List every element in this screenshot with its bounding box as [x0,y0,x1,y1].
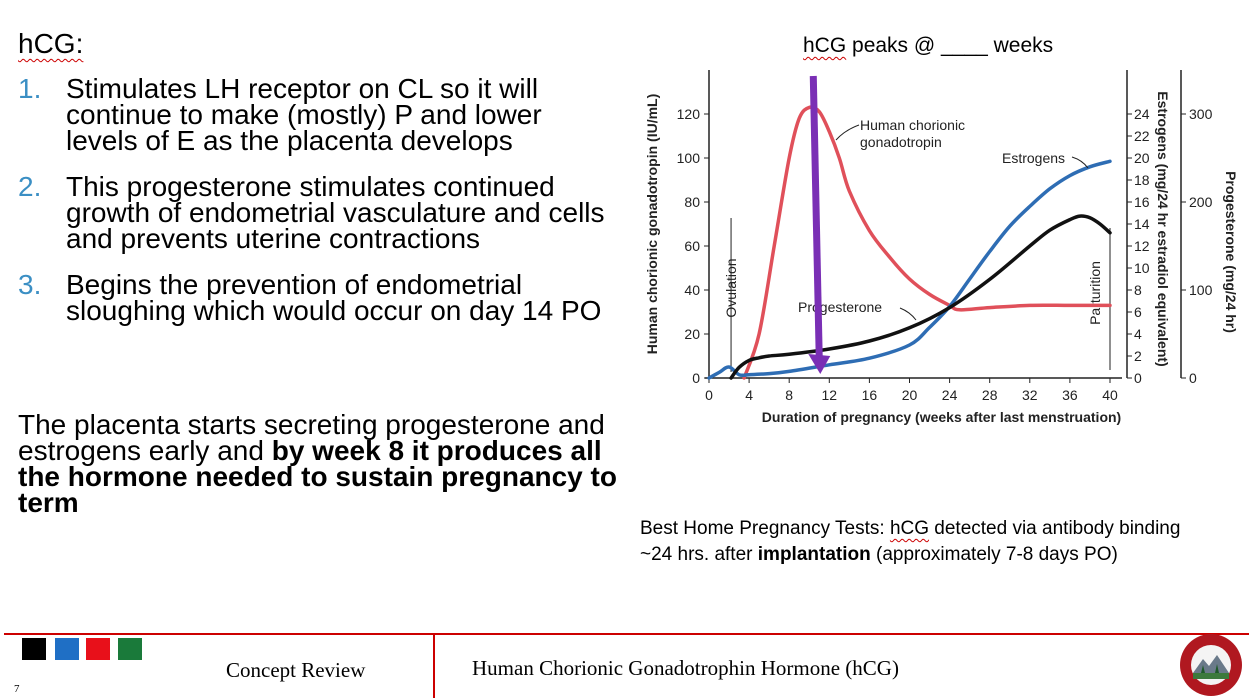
series-line-hcg [742,105,1112,380]
placenta-statement: The placenta starts secreting progestero… [18,409,628,518]
x-tick-label: 24 [942,387,958,403]
peaks-hcg-word: hCG [803,34,847,57]
y-left-tick-label: 80 [684,194,700,210]
y-left-axis-label: Human chorionic gonadotropin (IU/mL) [644,94,660,355]
series-line-progesterone [729,214,1112,380]
list-item: 1. Stimulates LH receptor on CL so it wil… [18,73,618,156]
y-right-tick-label: 0 [1189,370,1197,386]
tests-implantation-word: implantation [757,544,871,565]
list-number: 2. [18,171,42,202]
estrogens-curve-label: Estrogens [1002,150,1065,166]
placenta-plain-text: The placenta starts secreting progestero… [18,409,605,466]
x-tick-label: 16 [862,387,878,403]
peak-arrow-head [808,354,831,374]
color-square-black [22,638,46,660]
pregnancy-test-note: Best Home Pregnancy Tests: hCG detected … [640,516,1240,568]
y-mid-tick-label: 18 [1134,172,1150,188]
y-mid-tick-label: 8 [1134,282,1142,298]
list-text: This progesterone stimulates continued g… [66,171,605,254]
list-text: Begins the prevention of endometrial slo… [66,269,602,326]
university-logo-icon [1180,634,1242,696]
y-mid-tick-label: 10 [1134,260,1150,276]
tests-hcg-word: hCG [889,518,930,539]
peaks-rest-text: peaks @ ____ weeks [846,34,1054,57]
y-mid-tick-label: 6 [1134,304,1142,320]
tests-line-1: Best Home Pregnancy Tests: hCG detected … [640,516,1240,542]
x-tick-label: 40 [1102,387,1118,403]
y-left-tick-label: 100 [677,150,701,166]
ovulation-label: Ovulation [723,258,739,317]
y-mid-tick-label: 2 [1134,348,1142,364]
list-item: 3. Begins the prevention of endometrial s… [18,269,618,326]
hcg-curve-label-line1: Human chorionic [860,117,965,133]
footer-section-label: Concept Review [226,658,366,682]
y-mid-tick-label: 20 [1134,150,1150,166]
y-mid-tick-label: 0 [1134,370,1142,386]
y-left-tick-label: 0 [692,370,700,386]
y-left-tick-label: 60 [684,238,700,254]
y-mid-tick-label: 16 [1134,194,1150,210]
peak-arrow-shaft [809,75,823,361]
list-item: 2. This progesterone stimulates continued… [18,171,618,254]
tests-text: ~24 hrs. after [640,544,758,565]
x-tick-label: 12 [822,387,838,403]
color-square-blue [55,638,79,660]
y-left-tick-label: 120 [677,106,701,122]
y-left-tick-label: 40 [684,282,700,298]
y-mid-tick-label: 12 [1134,238,1150,254]
list-text: Stimulates LH receptor on CL so it will … [66,73,542,156]
placenta-bold-text: by week 8 it produces all the hormone ne… [18,435,617,518]
estrogens-label-leader [1071,156,1089,169]
footer-divider-line [4,633,1249,635]
x-tick-label: 28 [982,387,998,403]
hcg-label-leader [835,124,860,141]
footer-vertical-divider [433,633,435,698]
parturition-label: Parturition [1087,261,1103,325]
y-right-tick-label: 300 [1189,106,1213,122]
list-number: 3. [18,269,42,300]
y-mid-axis-label: Estrogens (mg/24 hr estradiol equivalent… [1155,91,1171,366]
color-square-green [118,638,142,660]
tests-text: detected via antibody binding [929,518,1181,539]
progesterone-label-leader [899,307,917,321]
tests-text: Best Home Pregnancy Tests: [640,518,890,539]
y-right-tick-label: 200 [1189,194,1213,210]
list-number: 1. [18,73,42,104]
x-tick-label: 36 [1062,387,1078,403]
x-tick-label: 8 [785,387,793,403]
hcg-function-list: 1. Stimulates LH receptor on CL so it wil… [18,73,618,344]
y-mid-tick-label: 24 [1134,106,1150,122]
series-line-estrogens [707,159,1112,380]
y-right-tick-label: 100 [1189,282,1213,298]
y-mid-tick-label: 22 [1134,128,1150,144]
y-right-axis-label: Progesterone (mg/24 hr) [1223,171,1239,333]
x-tick-label: 20 [902,387,918,403]
color-square-red [86,638,110,660]
x-tick-label: 0 [705,387,713,403]
y-mid-tick-label: 4 [1134,326,1142,342]
footer-topic-title: Human Chorionic Gonadotrophin Hormone (h… [472,656,899,680]
tests-line-2: ~24 hrs. after implantation (approximate… [640,542,1240,568]
hcg-peaks-question: hCG peaks @ ____ weeks [803,34,1053,58]
hcg-curve-label-line2: gonadotropin [860,134,942,150]
y-mid-tick-label: 14 [1134,216,1150,232]
x-tick-label: 4 [745,387,753,403]
progesterone-curve-label: Progesterone [798,299,882,315]
x-tick-label: 32 [1022,387,1038,403]
y-left-tick-label: 20 [684,326,700,342]
slide-title: hCG: [18,28,84,59]
tests-text: (approximately 7-8 days PO) [870,544,1118,565]
x-axis-label: Duration of pregnancy (weeks after last … [762,409,1121,425]
slide-number: 7 [14,683,20,695]
